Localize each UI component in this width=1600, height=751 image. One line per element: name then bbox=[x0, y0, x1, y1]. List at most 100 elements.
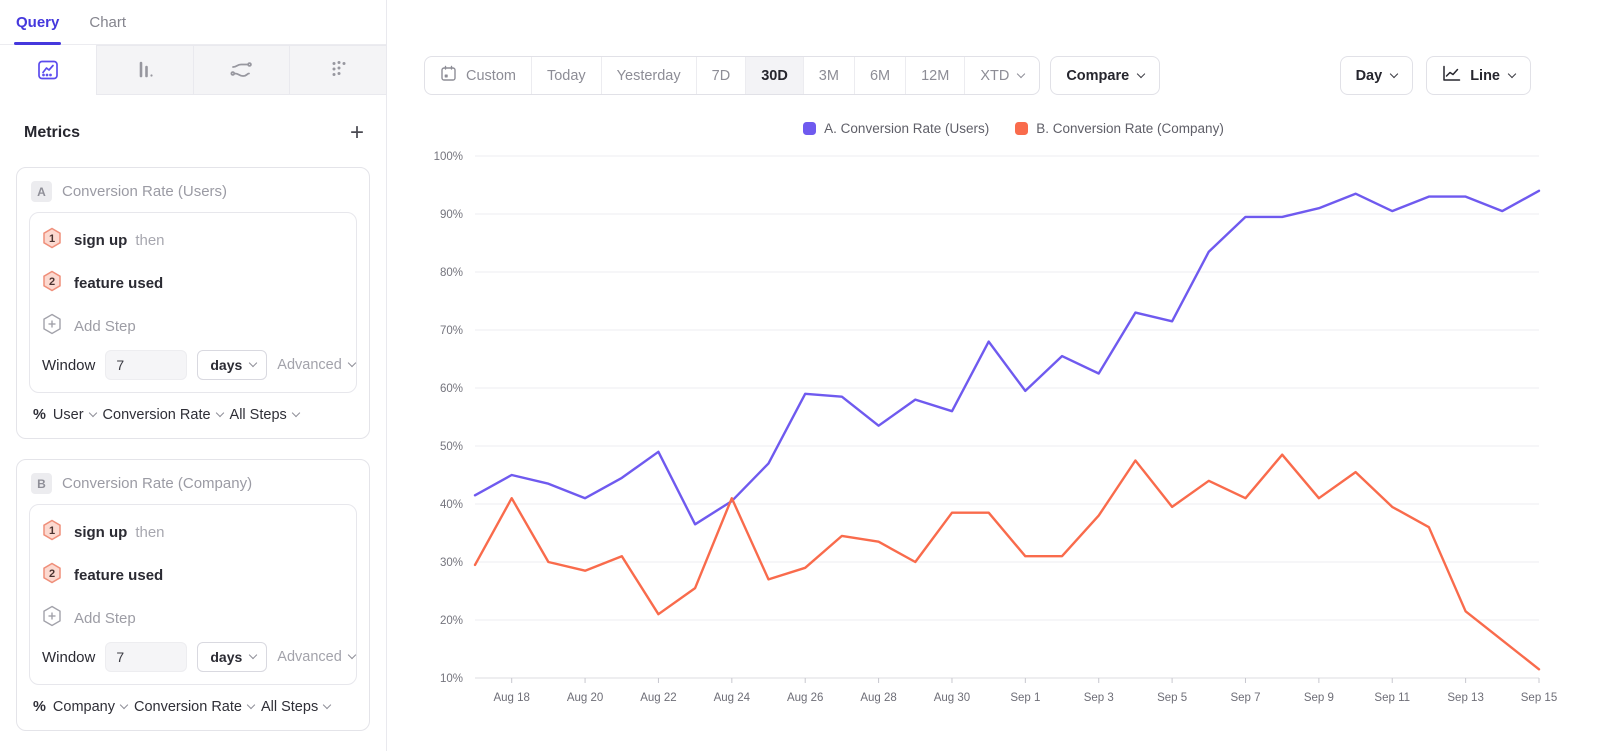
chevron-down-icon bbox=[1507, 69, 1517, 78]
flows-tab[interactable] bbox=[193, 45, 291, 95]
advanced-toggle[interactable]: Advanced bbox=[277, 357, 357, 373]
insights-line-chart-tab[interactable] bbox=[0, 45, 97, 95]
metric-title-b[interactable]: Conversion Rate (Company) bbox=[62, 475, 253, 492]
chevron-down-icon bbox=[246, 700, 256, 710]
step-number-hexagon-icon: 1 bbox=[42, 519, 62, 546]
flows-icon bbox=[228, 58, 254, 82]
measure-metric-value: Conversion Rate bbox=[102, 407, 211, 423]
x-axis-tick-label: Aug 26 bbox=[787, 692, 823, 704]
x-axis-tick-label: Sep 3 bbox=[1084, 692, 1114, 704]
svg-text:2: 2 bbox=[49, 276, 55, 288]
chevron-down-icon bbox=[347, 650, 357, 660]
tab-chart[interactable]: Chart bbox=[89, 13, 127, 31]
conversion-line-chart: 100% 90% 80% 70% 60% 50% 40% 30% 20% 10% Aug 18 Aug… bbox=[420, 136, 1580, 736]
date-range-30d[interactable]: 30D bbox=[746, 57, 804, 94]
date-range-label: XTD bbox=[980, 67, 1010, 84]
funnel-step-1[interactable]: 1 sign up then bbox=[42, 219, 344, 262]
chart-type-select[interactable]: Line bbox=[1426, 56, 1531, 95]
y-axis-tick-label: 100% bbox=[434, 151, 463, 163]
metric-title-a[interactable]: Conversion Rate (Users) bbox=[62, 183, 228, 200]
date-range-xtd[interactable]: XTD bbox=[965, 57, 1039, 94]
window-unit-select[interactable]: days bbox=[197, 350, 268, 380]
step-number-hexagon-icon: 2 bbox=[42, 270, 62, 297]
step-event-label[interactable]: feature used bbox=[74, 567, 164, 584]
add-step-button[interactable]: Add Step bbox=[42, 305, 344, 350]
svg-text:1: 1 bbox=[49, 233, 55, 245]
chevron-down-icon bbox=[347, 358, 357, 368]
window-value-input[interactable] bbox=[105, 350, 188, 380]
series-b-line bbox=[473, 453, 1541, 671]
legend-label: B. Conversion Rate (Company) bbox=[1036, 121, 1224, 136]
funnel-step-2[interactable]: 2 feature used bbox=[42, 262, 344, 305]
step-suffix-label: then bbox=[135, 524, 165, 541]
y-axis-tick-label: 20% bbox=[440, 615, 463, 627]
add-metric-button[interactable]: + bbox=[349, 119, 364, 146]
bar-chart-icon bbox=[133, 58, 157, 82]
date-range-12m[interactable]: 12M bbox=[906, 57, 966, 94]
measure-entity-value: Company bbox=[52, 699, 115, 715]
funnel-steps-box-a: 1 sign up then 2 feature used Add Step W… bbox=[29, 212, 357, 393]
date-range-today[interactable]: Today bbox=[532, 57, 602, 94]
date-range-label: 3M bbox=[818, 67, 839, 84]
chart-toolbar: Custom Today Yesterday 7D 30D 3M 6M 12M … bbox=[424, 56, 1531, 95]
chart-legend: A. Conversion Rate (Users) B. Conversion … bbox=[467, 121, 1560, 136]
step-event-label[interactable]: sign up bbox=[74, 232, 128, 249]
chevron-down-icon bbox=[215, 408, 224, 418]
step-event-label[interactable]: feature used bbox=[74, 275, 164, 292]
percent-symbol: % bbox=[33, 699, 46, 715]
legend-swatch-icon bbox=[1015, 122, 1029, 135]
y-axis-tick-label: 80% bbox=[440, 267, 463, 279]
insights-line-chart-icon bbox=[36, 58, 60, 82]
measure-entity-select[interactable]: Company bbox=[52, 699, 129, 715]
step-event-label[interactable]: sign up bbox=[74, 524, 128, 541]
x-axis-tick-label: Aug 24 bbox=[714, 692, 751, 704]
measure-steps-select[interactable]: All Steps bbox=[230, 407, 301, 423]
granularity-select[interactable]: Day bbox=[1339, 56, 1414, 95]
scatter-dots-tab[interactable] bbox=[290, 45, 386, 95]
step-suffix-label: then bbox=[135, 232, 165, 249]
date-range-custom[interactable]: Custom bbox=[425, 57, 532, 94]
legend-item-a[interactable]: A. Conversion Rate (Users) bbox=[803, 121, 989, 136]
window-unit-value: days bbox=[210, 649, 243, 665]
add-step-label: Add Step bbox=[74, 318, 136, 335]
date-range-yesterday[interactable]: Yesterday bbox=[602, 57, 697, 94]
measure-entity-select[interactable]: User bbox=[53, 407, 97, 423]
x-axis-tick-label: Aug 20 bbox=[567, 692, 603, 704]
date-range-6m[interactable]: 6M bbox=[855, 57, 907, 94]
date-range-picker: Custom Today Yesterday 7D 30D 3M 6M 12M … bbox=[424, 56, 1041, 95]
x-axis-tick-label: Aug 28 bbox=[860, 692, 896, 704]
add-step-button[interactable]: Add Step bbox=[42, 597, 344, 642]
y-axis-tick-label: 50% bbox=[440, 441, 463, 453]
measure-metric-select[interactable]: Conversion Rate bbox=[134, 699, 256, 715]
advanced-toggle[interactable]: Advanced bbox=[277, 649, 357, 665]
chart-canvas: 100% 90% 80% 70% 60% 50% 40% 30% 20% 10% Aug 18 Aug… bbox=[434, 151, 1558, 704]
x-axis-tick-label: Sep 1 bbox=[1010, 692, 1040, 704]
date-range-3m[interactable]: 3M bbox=[804, 57, 855, 94]
legend-swatch-icon bbox=[803, 122, 817, 135]
advanced-label: Advanced bbox=[277, 649, 342, 665]
y-axis-tick-label: 60% bbox=[440, 383, 463, 395]
query-sidebar: Query Chart bbox=[0, 0, 387, 751]
measure-steps-select[interactable]: All Steps bbox=[261, 699, 332, 715]
tab-query[interactable]: Query bbox=[13, 0, 62, 45]
chevron-down-icon bbox=[249, 650, 258, 660]
date-range-label: Yesterday bbox=[616, 67, 681, 84]
window-label: Window bbox=[42, 648, 96, 666]
sidebar-tabbar: Query Chart bbox=[0, 0, 386, 45]
date-range-7d[interactable]: 7D bbox=[697, 57, 747, 94]
chevron-down-icon bbox=[322, 700, 332, 710]
y-axis-tick-label: 70% bbox=[440, 325, 463, 337]
window-unit-select[interactable]: days bbox=[197, 642, 268, 672]
metric-card-b: B Conversion Rate (Company) 1 sign up th… bbox=[16, 459, 370, 731]
funnel-step-2[interactable]: 2 feature used bbox=[42, 554, 344, 597]
bar-chart-tab[interactable] bbox=[96, 45, 194, 95]
funnel-steps-box-b: 1 sign up then 2 feature used Add Step W… bbox=[29, 504, 357, 685]
measure-metric-select[interactable]: Conversion Rate bbox=[102, 407, 224, 423]
date-range-label: Today bbox=[546, 67, 586, 84]
window-value-input[interactable] bbox=[105, 642, 188, 672]
funnel-step-1[interactable]: 1 sign up then bbox=[42, 511, 344, 554]
x-axis-tick-label: Aug 30 bbox=[934, 692, 970, 704]
compare-button[interactable]: Compare bbox=[1050, 56, 1161, 95]
legend-item-b[interactable]: B. Conversion Rate (Company) bbox=[1015, 121, 1224, 136]
chevron-down-icon bbox=[119, 700, 129, 710]
